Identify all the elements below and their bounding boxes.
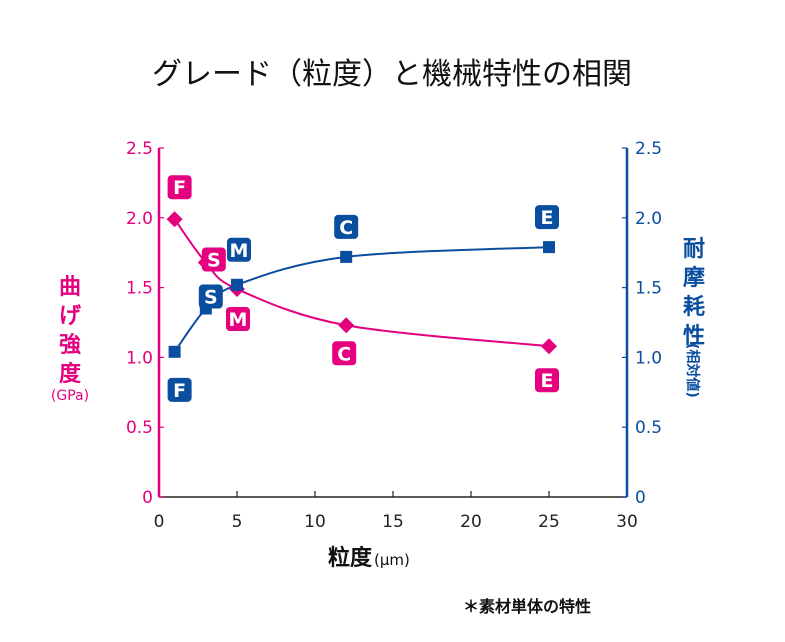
y-right-label-char: 摩 [683, 265, 705, 291]
strength-grade-label: C [337, 343, 351, 365]
chart-title: グレード（粒度）と機械特性の相関 [152, 57, 632, 92]
x-tick-label: 10 [304, 512, 326, 532]
wear-series-line [173, 246, 550, 353]
strength-grade-label: E [541, 370, 554, 392]
wear-grade-label: F [173, 380, 186, 402]
wear-point [168, 345, 181, 358]
x-axis-label: 粒度 [328, 545, 373, 571]
wear-grade-label: S [204, 287, 218, 309]
wear-grade-label: M [230, 240, 249, 262]
strength-grade-badge [226, 306, 250, 331]
wear-point [340, 250, 353, 263]
strength-point [338, 317, 355, 334]
y-left-unit: (GPa) [51, 388, 89, 404]
strength-point [166, 211, 183, 228]
wear-grade-label: C [339, 217, 353, 239]
strength-grade-badge [201, 247, 226, 272]
wear-grade-badge [167, 377, 192, 402]
y-right-label-char: 耗 [683, 294, 705, 320]
x-tick-label: 25 [538, 512, 560, 532]
x-tick-label: 0 [154, 512, 165, 532]
y-right-tick-label: 1.0 [635, 348, 662, 368]
wear-point [231, 278, 243, 291]
y-left-tick-label: 0.5 [126, 418, 153, 438]
y-right-tick-label: 2.5 [635, 139, 662, 159]
strength-grade-label: M [229, 309, 248, 331]
y-left-tick-label: 1.0 [126, 348, 153, 368]
y-left-label-char: げ [59, 304, 82, 329]
x-tick-label: 20 [460, 512, 482, 532]
footnote: ＊素材単体の特性 [463, 597, 591, 616]
strength-point [541, 338, 557, 355]
y-right-label-char: 性 [683, 324, 705, 349]
y-right-tick-label: 2.0 [635, 209, 662, 229]
x-axis-unit: (µm) [374, 551, 410, 569]
strength-grade-badge [332, 341, 357, 366]
y-right-tick-label: 0 [635, 488, 646, 508]
x-tick-label: 30 [616, 512, 638, 532]
y-left-label-char: 曲 [59, 275, 81, 300]
y-right-unit: (相対値) [684, 343, 701, 398]
y-left-label-char: 強 [59, 332, 81, 358]
wear-grade-badge [198, 284, 223, 309]
y-right-label-char: 耐 [683, 237, 705, 262]
x-tick-label: 5 [232, 512, 243, 532]
strength-grade-badge [535, 368, 559, 393]
y-left-label-char: 度 [59, 361, 82, 387]
wear-grade-badge [535, 205, 559, 230]
wear-grade-badge [334, 214, 359, 239]
wear-grade-label: E [541, 207, 554, 229]
x-tick-label: 15 [382, 512, 404, 532]
y-right-tick-label: 0.5 [635, 418, 662, 438]
strength-grade-label: S [207, 249, 221, 271]
wear-grade-badge [227, 237, 251, 262]
y-left-tick-label: 0 [142, 488, 153, 508]
wear-point [543, 241, 555, 254]
strength-grade-badge [167, 175, 192, 200]
y-right-tick-label: 1.5 [635, 279, 662, 299]
y-left-tick-label: 1.5 [126, 279, 153, 299]
strength-grade-label: F [173, 177, 186, 199]
y-left-tick-label: 2.0 [126, 209, 153, 229]
y-left-tick-label: 2.5 [126, 139, 153, 159]
